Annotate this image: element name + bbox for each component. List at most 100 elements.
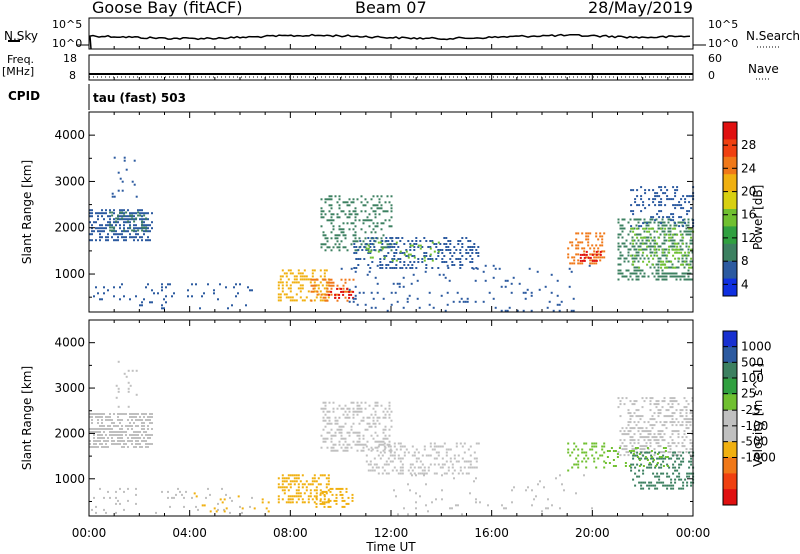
heatmap-cell: [107, 233, 109, 236]
heatmap-cell: [679, 248, 682, 251]
heatmap-cell: [421, 246, 424, 248]
heatmap-cell: [117, 387, 120, 390]
heatmap-cell: [650, 463, 653, 466]
colorbar-swatch: [723, 441, 737, 458]
heatmap-cell: [147, 218, 149, 221]
heatmap-cell: [682, 481, 685, 484]
heatmap-cell: [658, 210, 661, 213]
heatmap-cell: [671, 245, 674, 248]
heatmap-cell: [417, 258, 420, 260]
heatmap-cell: [641, 275, 644, 278]
heatmap-cell: [340, 240, 343, 243]
heatmap-cell: [652, 459, 655, 461]
heatmap-cell: [441, 474, 443, 477]
heatmap-cell: [348, 210, 351, 213]
heatmap-cell: [672, 266, 675, 269]
heatmap-cell: [637, 227, 640, 230]
heatmap-cell: [632, 210, 635, 213]
heatmap-cell: [283, 272, 286, 275]
heatmap-cell: [380, 228, 383, 231]
heatmap-cell: [669, 406, 672, 409]
heatmap-cell: [630, 450, 633, 452]
heatmap-cell: [352, 210, 355, 213]
heatmap-cell: [328, 219, 331, 222]
heatmap-cell: [677, 421, 680, 424]
heatmap-cell: [366, 273, 369, 276]
heatmap-cell: [335, 496, 338, 499]
heatmap-cell: [661, 278, 664, 281]
heatmap-cell: [384, 413, 387, 416]
heatmap-cell: [473, 457, 476, 460]
heatmap-cell: [656, 195, 659, 198]
heatmap-cell: [89, 443, 91, 445]
heatmap-cell: [448, 279, 451, 282]
heatmap-cell: [663, 451, 666, 454]
heatmap-cell: [115, 239, 117, 242]
heatmap-cell: [627, 221, 630, 224]
heatmap-cell: [374, 306, 377, 309]
heatmap-cell: [683, 418, 686, 421]
heatmap-cell: [407, 264, 410, 266]
heatmap-cell: [633, 421, 636, 424]
heatmap-cell: [401, 267, 404, 269]
x-tick-label: 00:00: [72, 526, 107, 540]
noise-right-tick-bottom: 10^0: [708, 37, 739, 50]
heatmap-cell: [449, 243, 452, 245]
heatmap-cell: [642, 227, 645, 230]
heatmap-cell: [639, 418, 642, 421]
heatmap-cell: [167, 490, 169, 493]
heatmap-cell: [652, 201, 655, 204]
heatmap-cell: [650, 456, 653, 458]
heatmap-cell: [322, 437, 325, 440]
colorbar-swatch: [723, 156, 737, 175]
heatmap-cell: [667, 451, 670, 454]
heatmap-cell: [621, 448, 624, 451]
heatmap-cell: [145, 226, 148, 229]
heatmap-cell: [89, 413, 91, 415]
heatmap-cell: [384, 246, 387, 249]
heatmap-cell: [119, 422, 121, 424]
heatmap-cell: [391, 454, 394, 457]
heatmap-cell: [393, 457, 396, 460]
heatmap-cell: [666, 456, 669, 458]
heatmap-cell: [471, 258, 474, 260]
heatmap-cell: [671, 439, 674, 442]
heatmap-cell: [91, 419, 93, 421]
heatmap-cell: [670, 198, 673, 201]
heatmap-cell: [109, 215, 111, 218]
heatmap-cell: [679, 415, 682, 418]
heatmap-cell: [659, 245, 662, 248]
heatmap-cell: [641, 448, 644, 451]
heatmap-cell: [674, 192, 677, 195]
heatmap-cell: [293, 474, 296, 477]
heatmap-cell: [364, 210, 367, 213]
heatmap-cell: [201, 504, 204, 507]
heatmap-cell: [664, 233, 667, 236]
heatmap-cell: [342, 293, 345, 296]
heatmap-cell: [635, 233, 638, 236]
heatmap-cell: [683, 445, 686, 448]
heatmap-cell: [465, 252, 468, 254]
heatmap-cell: [669, 230, 672, 233]
heatmap-cell: [103, 292, 105, 295]
heatmap-cell: [621, 224, 624, 227]
heatmap-cell: [681, 442, 684, 445]
heatmap-cell: [663, 278, 666, 281]
velocity-heatmap: [89, 360, 695, 516]
heatmap-cell: [674, 207, 677, 210]
heatmap-cell: [139, 212, 141, 215]
heatmap-cell: [119, 233, 121, 236]
heatmap-cell: [339, 487, 342, 490]
heatmap-cell: [601, 445, 604, 448]
heatmap-cell: [103, 428, 105, 430]
heatmap-cell: [336, 293, 339, 296]
heatmap-cell: [295, 474, 298, 477]
heatmap-cell: [376, 204, 379, 207]
heatmap-cell: [591, 448, 594, 451]
heatmap-cell: [632, 242, 635, 245]
heatmap-cell: [570, 270, 573, 273]
heatmap-cell: [99, 440, 101, 442]
heatmap-cell: [127, 215, 129, 218]
heatmap-cell: [354, 240, 357, 243]
heatmap-cell: [379, 241, 382, 244]
